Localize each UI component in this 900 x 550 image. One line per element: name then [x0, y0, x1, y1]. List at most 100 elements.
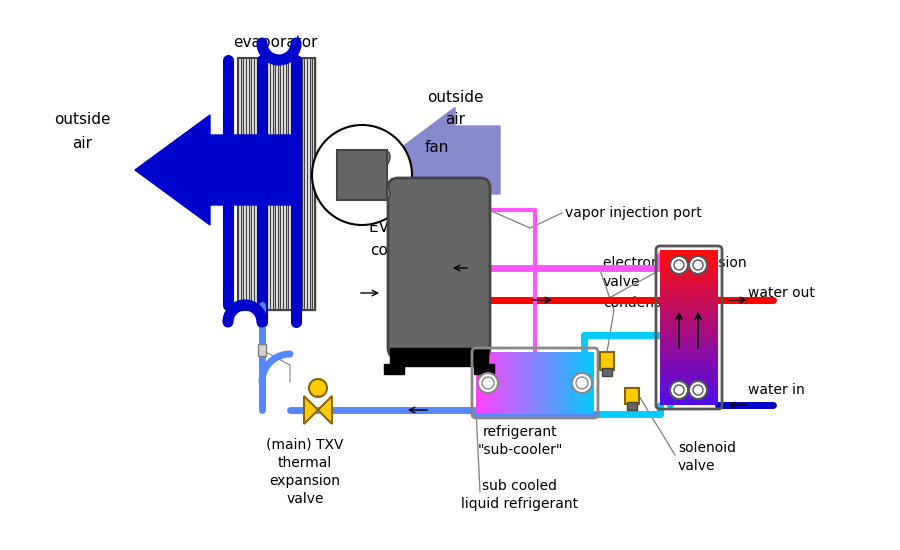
Bar	[547, 352, 553, 414]
Bar	[660, 271, 718, 276]
Circle shape	[689, 256, 707, 274]
Text: water in: water in	[748, 383, 805, 397]
Bar	[238, 58, 315, 310]
Bar	[660, 379, 718, 384]
Bar	[660, 250, 718, 255]
Bar	[337, 150, 387, 200]
Bar	[474, 364, 494, 374]
Text: outside: outside	[54, 113, 110, 128]
Bar	[660, 327, 718, 333]
FancyBboxPatch shape	[388, 178, 490, 358]
Bar	[511, 352, 517, 414]
Text: water out: water out	[748, 286, 814, 300]
Circle shape	[670, 381, 688, 399]
Circle shape	[670, 256, 688, 274]
Text: valve: valve	[286, 492, 324, 506]
Bar	[576, 352, 582, 414]
Circle shape	[478, 373, 498, 393]
Bar	[559, 352, 564, 414]
FancyArrow shape	[135, 115, 295, 225]
Text: sub cooled: sub cooled	[482, 479, 557, 493]
Bar	[660, 281, 718, 286]
Text: vapor injection port: vapor injection port	[565, 206, 702, 220]
Text: thermal: thermal	[278, 456, 332, 470]
Bar	[482, 352, 488, 414]
FancyArrow shape	[385, 107, 500, 212]
Bar	[238, 58, 315, 310]
Bar	[660, 384, 718, 389]
Text: EVI enabled: EVI enabled	[369, 221, 461, 235]
Circle shape	[312, 125, 412, 225]
Bar	[660, 322, 718, 327]
Bar	[600, 352, 614, 370]
Bar	[258, 344, 266, 356]
Bar	[506, 352, 511, 414]
Bar	[390, 348, 488, 366]
Bar	[660, 353, 718, 359]
Bar	[384, 364, 404, 374]
Text: refrigerant: refrigerant	[482, 425, 557, 439]
Bar	[660, 286, 718, 292]
Bar	[494, 352, 500, 414]
Bar	[660, 338, 718, 343]
Text: evaporator: evaporator	[233, 35, 317, 50]
Text: expansion: expansion	[269, 474, 340, 488]
Circle shape	[572, 373, 592, 393]
Circle shape	[689, 381, 707, 399]
Bar	[660, 276, 718, 281]
Bar	[571, 352, 576, 414]
Polygon shape	[318, 396, 332, 424]
Text: (main) TXV: (main) TXV	[266, 438, 344, 452]
Bar	[602, 368, 612, 376]
Text: outside: outside	[427, 91, 483, 106]
Bar	[553, 352, 559, 414]
Bar	[627, 402, 637, 410]
Bar	[660, 389, 718, 395]
Bar	[588, 352, 594, 414]
Bar	[660, 292, 718, 296]
Text: valve: valve	[678, 459, 716, 473]
Bar	[660, 400, 718, 405]
Bar	[541, 352, 547, 414]
Bar	[535, 352, 541, 414]
Bar	[660, 395, 718, 400]
Bar	[500, 352, 506, 414]
Bar	[660, 255, 718, 260]
Bar	[660, 260, 718, 266]
Bar	[660, 307, 718, 312]
Circle shape	[309, 379, 327, 397]
Bar	[625, 388, 639, 404]
Polygon shape	[304, 396, 318, 424]
Text: electronic expansion: electronic expansion	[603, 256, 747, 270]
Text: air: air	[72, 135, 92, 151]
Bar	[660, 333, 718, 338]
Bar	[660, 348, 718, 353]
Bar	[529, 352, 535, 414]
Bar	[660, 301, 718, 307]
Bar	[564, 352, 571, 414]
Text: fan: fan	[425, 140, 449, 156]
Bar	[582, 352, 588, 414]
Text: air: air	[445, 113, 465, 128]
Text: condensor: condensor	[603, 296, 675, 310]
Bar	[518, 352, 523, 414]
Text: compressor: compressor	[370, 243, 460, 257]
Bar	[488, 352, 494, 414]
Bar	[660, 364, 718, 369]
Bar	[660, 359, 718, 364]
Bar	[476, 352, 482, 414]
Text: valve: valve	[603, 275, 641, 289]
Text: liquid refrigerant: liquid refrigerant	[462, 497, 579, 511]
Text: "sub-cooler": "sub-cooler"	[477, 443, 562, 457]
Ellipse shape	[357, 170, 390, 200]
Bar	[660, 296, 718, 301]
Bar	[660, 317, 718, 322]
Bar	[660, 266, 718, 271]
Text: solenoid: solenoid	[678, 441, 736, 455]
Bar	[660, 369, 718, 374]
Bar	[660, 312, 718, 317]
Bar	[660, 374, 718, 379]
Ellipse shape	[357, 150, 390, 180]
Bar	[523, 352, 529, 414]
Bar	[660, 343, 718, 348]
